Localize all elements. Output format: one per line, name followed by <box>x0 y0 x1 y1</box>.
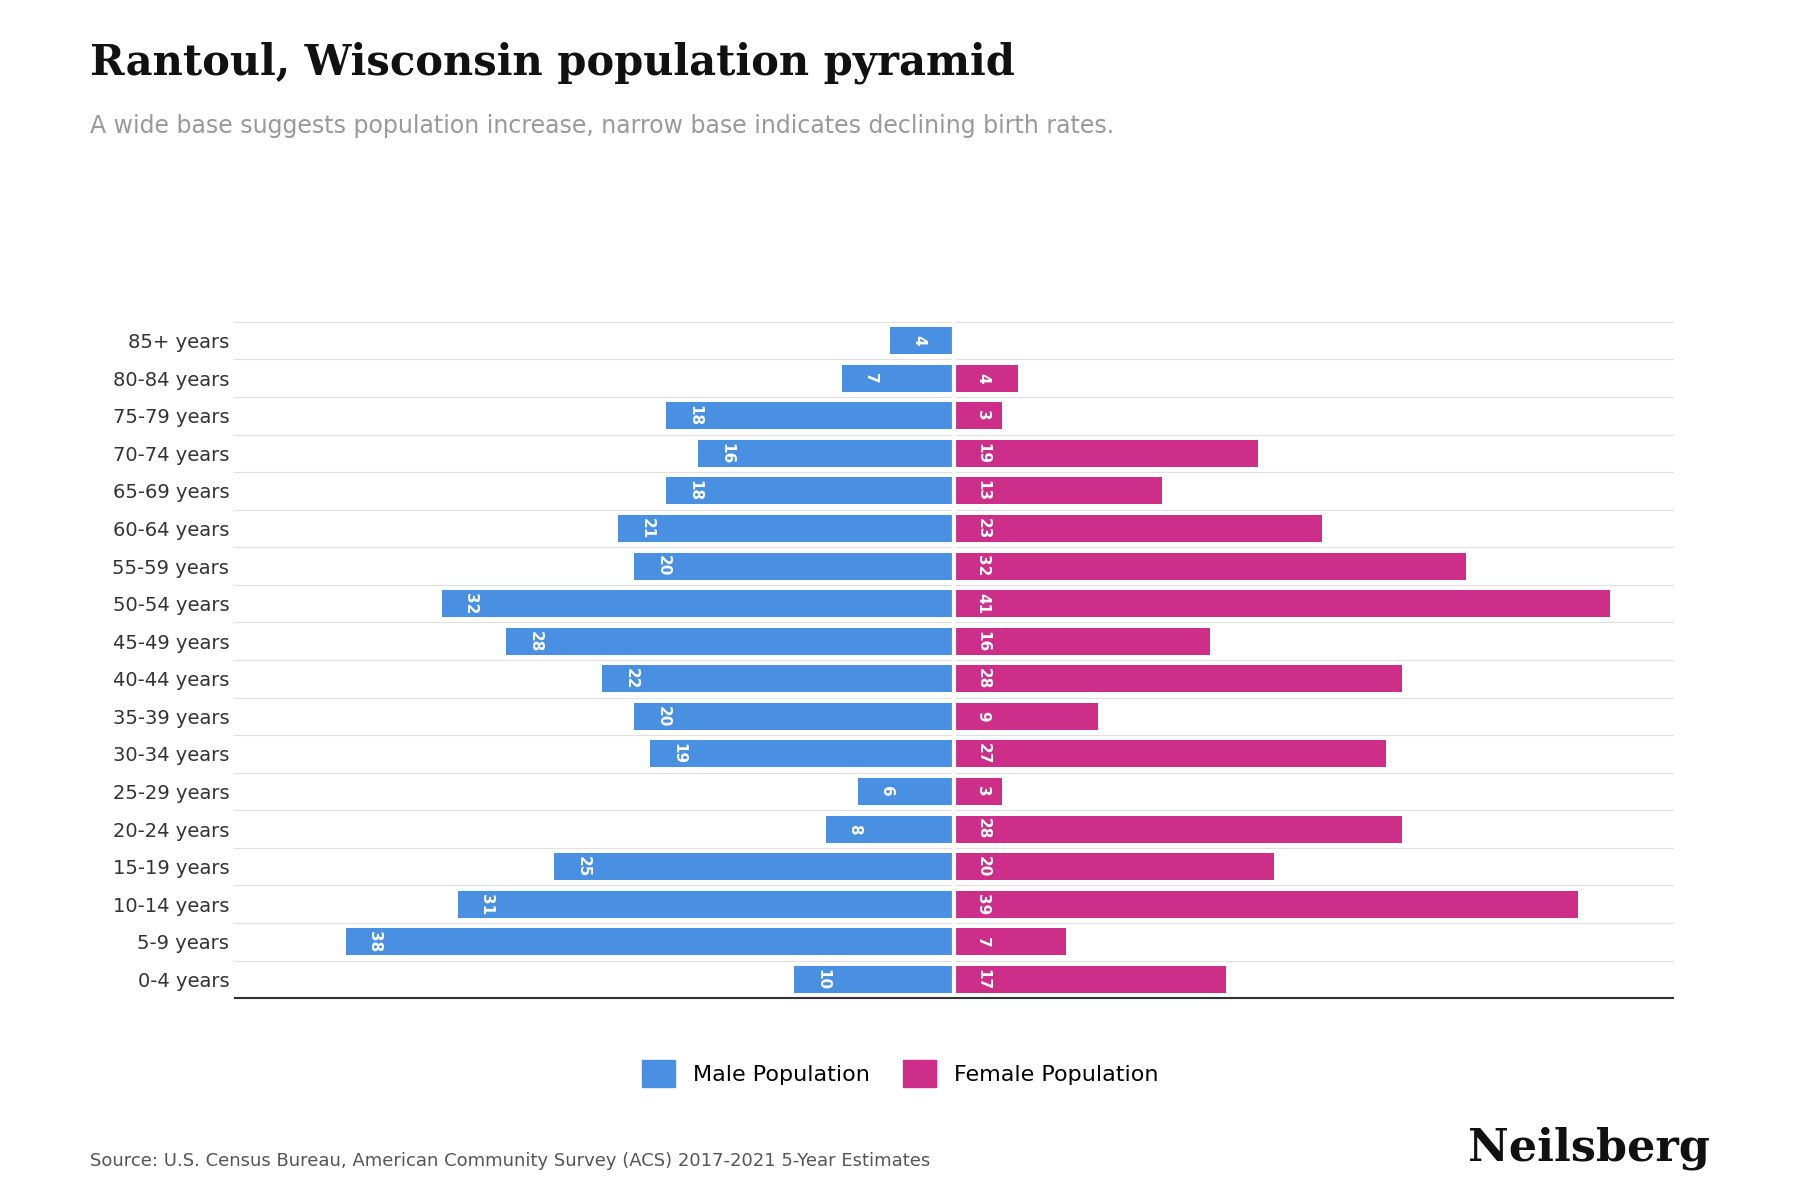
Bar <box>650 740 954 768</box>
Bar <box>954 966 1226 992</box>
Text: 20: 20 <box>976 856 990 877</box>
Bar <box>954 552 1465 580</box>
Text: 18: 18 <box>688 406 702 426</box>
Bar <box>954 665 1402 692</box>
Text: 4: 4 <box>976 373 990 384</box>
Text: 3: 3 <box>976 410 990 421</box>
Bar <box>954 590 1609 617</box>
Text: 19: 19 <box>976 443 990 464</box>
Text: 23: 23 <box>976 517 990 539</box>
Text: 22: 22 <box>623 668 639 690</box>
Text: 20: 20 <box>655 556 670 577</box>
Text: 10: 10 <box>815 968 830 990</box>
Text: A wide base suggests population increase, narrow base indicates declining birth : A wide base suggests population increase… <box>90 114 1114 138</box>
Text: 6: 6 <box>878 786 895 797</box>
Text: 21: 21 <box>639 518 655 539</box>
Text: 9: 9 <box>976 712 990 721</box>
Bar <box>889 328 954 354</box>
Text: 16: 16 <box>720 443 734 464</box>
Text: 38: 38 <box>367 931 382 953</box>
Bar <box>826 816 954 842</box>
Bar <box>954 628 1210 655</box>
Text: 39: 39 <box>976 894 990 914</box>
Bar <box>443 590 954 617</box>
Bar <box>954 740 1386 768</box>
Text: 8: 8 <box>848 823 862 834</box>
Text: 28: 28 <box>976 668 990 690</box>
Bar <box>617 515 954 542</box>
Text: 17: 17 <box>976 968 990 990</box>
Bar <box>954 703 1098 730</box>
Bar <box>554 853 954 880</box>
Text: 20: 20 <box>655 706 670 727</box>
Text: Source: U.S. Census Bureau, American Community Survey (ACS) 2017-2021 5-Year Est: Source: U.S. Census Bureau, American Com… <box>90 1152 931 1170</box>
Bar <box>634 552 954 580</box>
Bar <box>506 628 954 655</box>
Bar <box>698 440 954 467</box>
Text: 41: 41 <box>976 593 990 614</box>
Bar <box>666 478 954 504</box>
Bar <box>954 853 1274 880</box>
Text: 7: 7 <box>976 936 990 947</box>
Bar <box>601 665 954 692</box>
Text: 31: 31 <box>479 894 495 914</box>
Text: 16: 16 <box>976 630 990 652</box>
Text: Neilsberg: Neilsberg <box>1469 1127 1710 1170</box>
Bar <box>954 478 1163 504</box>
Bar <box>457 890 954 918</box>
Bar <box>666 402 954 430</box>
Text: 27: 27 <box>976 743 990 764</box>
Legend: Male Population, Female Population: Male Population, Female Population <box>641 1060 1159 1087</box>
Text: 28: 28 <box>976 818 990 840</box>
Text: 19: 19 <box>671 743 686 764</box>
Text: Rantoul, Wisconsin population pyramid: Rantoul, Wisconsin population pyramid <box>90 42 1015 84</box>
Text: 4: 4 <box>911 335 927 346</box>
Text: 13: 13 <box>976 480 990 502</box>
Text: 32: 32 <box>976 556 990 577</box>
Text: 25: 25 <box>576 856 590 877</box>
Bar <box>842 365 954 391</box>
Text: 7: 7 <box>864 373 878 384</box>
Bar <box>954 778 1003 805</box>
Bar <box>954 440 1258 467</box>
Bar <box>954 890 1579 918</box>
Bar <box>346 929 954 955</box>
Bar <box>954 402 1003 430</box>
Bar <box>954 365 1019 391</box>
Bar <box>954 816 1402 842</box>
Text: 28: 28 <box>527 630 542 652</box>
Text: 3: 3 <box>976 786 990 797</box>
Bar <box>859 778 954 805</box>
Bar <box>634 703 954 730</box>
Bar <box>794 966 954 992</box>
Bar <box>954 929 1066 955</box>
Bar <box>954 515 1321 542</box>
Text: 18: 18 <box>688 480 702 502</box>
Text: 32: 32 <box>463 593 479 614</box>
